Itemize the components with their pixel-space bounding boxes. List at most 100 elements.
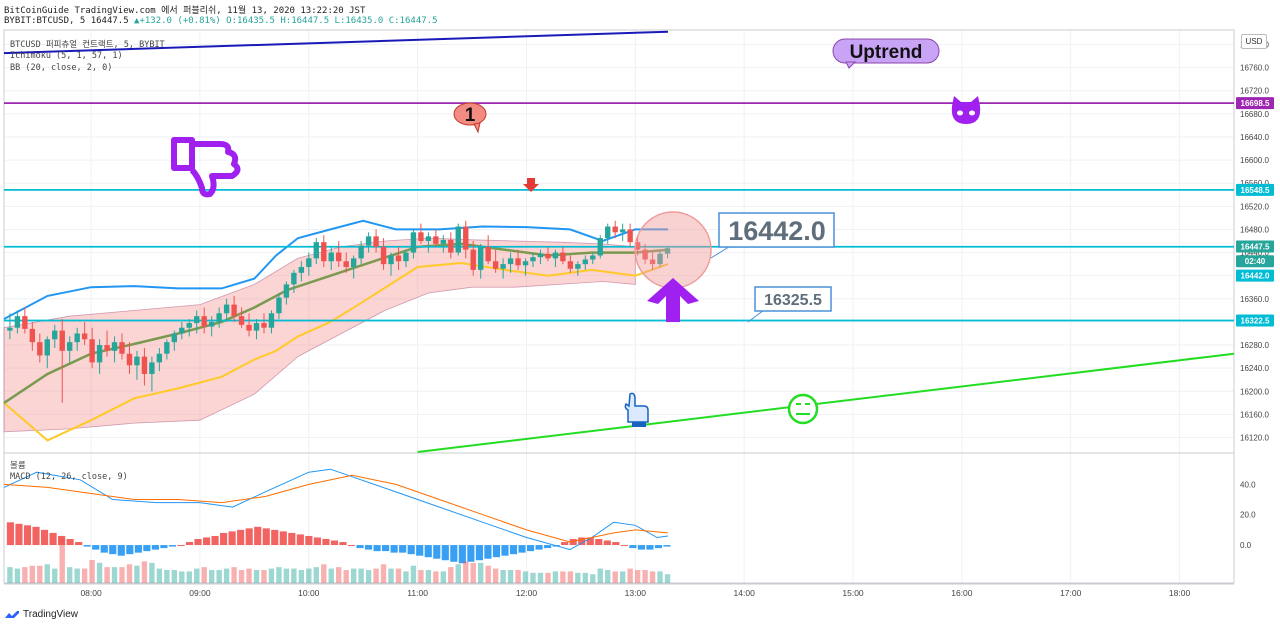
candle-body [22,316,28,329]
volume-bar [74,568,80,583]
candle [515,249,521,270]
bb-upper-line [3,219,668,320]
tradingview-watermark[interactable]: TradingView [4,609,78,620]
candle-body [649,259,656,265]
candle [448,232,454,259]
candle [642,243,648,265]
candle [126,342,133,374]
candle [425,232,432,253]
candle [89,327,95,369]
x-tick-label: 12:00 [516,588,538,598]
volume-bar [500,570,506,583]
candle [328,246,334,270]
candle-body [201,316,207,327]
grid [3,29,1235,584]
volume-bar [164,570,170,583]
candle-body [567,261,574,269]
candle-body [380,246,387,265]
candle [59,319,65,403]
volume-bar [59,538,65,583]
macd-histogram-bar [109,545,117,555]
legend-volume[interactable]: 볼륨 [10,461,26,471]
legend-macd[interactable]: MACD (12, 26, close, 9) [10,472,128,482]
volume-bar [67,567,73,583]
candle [612,220,618,239]
y-tick-label: 16680.0 [1240,110,1269,119]
candle-body [388,255,394,265]
volume-bar [231,567,237,583]
candle [306,252,312,276]
candle [37,333,43,363]
volume-bar [425,570,432,583]
volume-bar [291,568,297,583]
macd-histogram-bar [612,542,620,546]
macd-histogram-bar [544,545,552,549]
candle-body [328,252,334,262]
price-badge-label: 16322.5 [1241,316,1270,325]
signal-line [3,474,669,543]
bb-lower-line [3,261,669,442]
candle-body [605,226,611,239]
macd-histogram-bar [578,537,586,546]
currency-selector[interactable]: USD [1241,34,1267,49]
macd-histogram-bar [40,529,49,546]
x-tick-label: 13:00 [625,588,647,598]
macd-histogram-bar [296,534,304,546]
volume-bar [380,564,387,583]
price-badge-label: 16447.5 [1241,242,1270,251]
candle [67,336,73,363]
marker-one-label: 1 [465,105,476,126]
candle-body [373,236,379,247]
macd-histogram-bar [330,540,339,546]
volume-bar [440,571,447,583]
macd-histogram-bar [595,538,603,546]
candle [208,316,215,337]
candle-body [582,259,589,265]
candle-body [597,238,603,256]
macd-histogram-bar [160,545,168,549]
candle [321,235,327,268]
volume-bar [515,570,521,583]
volume-bar [485,565,491,583]
candle-body [96,345,103,363]
macd-histogram-bar [202,537,211,546]
legend-ichimoku[interactable]: Ichimoku (5, 1, 57, 1) [10,51,123,61]
candle [238,307,245,328]
macd-histogram-bar [100,545,108,553]
candle [52,324,58,348]
macd-histogram-bar [382,545,390,552]
candle [373,229,379,253]
trend-lines [3,30,1235,453]
candle [313,238,319,265]
candle [134,350,140,380]
candle-body [425,236,432,241]
price-badge-bg [1236,269,1274,282]
candle [522,258,529,276]
macd-histogram-bar [49,532,57,546]
macd-histogram-bar [467,545,475,562]
volume-bar [7,567,13,583]
candle-body [156,353,163,363]
volume-bar [627,568,633,583]
macd-histogram-bar [83,545,91,547]
macd-histogram-bar [339,542,347,546]
volume-bar [89,560,95,583]
macd-histogram-bar [407,545,415,555]
macd-histogram-bar [262,528,270,546]
y-tick-label: 16120.0 [1240,434,1269,443]
ohlc-values: O:16435.5 H:16447.5 L:16435.0 C:16447.5 [220,16,438,26]
x-tick-label: 09:00 [189,588,211,598]
candle-body [455,226,461,253]
volume-bar [22,567,28,583]
candle [194,310,200,334]
candle-body [343,261,349,268]
volume-bar [537,572,544,583]
volume-bar [455,564,461,583]
currency-label: USD [1245,37,1263,46]
legend-bb[interactable]: BB (20, close, 2, 0) [10,63,113,73]
legend-symbol[interactable]: BTCUSD 퍼피츄얼 컨트랙트, 5, BYBIT [10,40,165,50]
macd-histogram-bar [194,538,202,546]
x-tick-label: 16:00 [951,588,973,598]
